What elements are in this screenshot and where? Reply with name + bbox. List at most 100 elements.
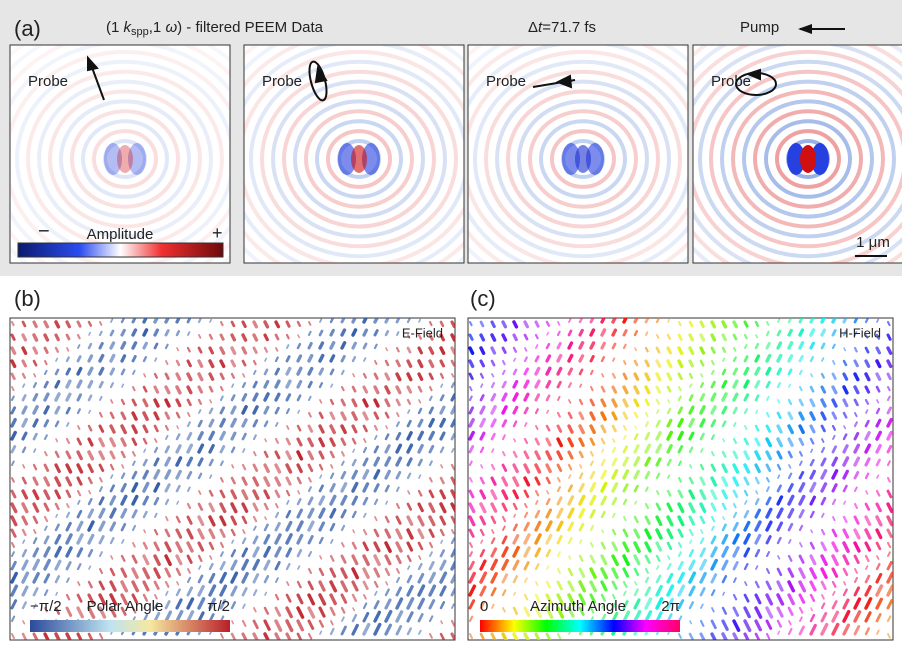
vector-arrow [351,567,360,580]
vector-arrow [666,407,672,415]
vector-arrow [428,584,437,597]
vector-arrow [153,602,159,610]
vector-arrow [490,463,496,471]
vector-arrow [340,470,347,480]
vector-arrow [220,386,224,392]
vector-arrow [373,445,380,454]
vector-arrow [76,606,84,619]
vector-arrow [252,434,257,441]
vector-arrow [406,574,413,584]
vector-arrow [274,521,281,532]
vector-arrow [765,366,772,376]
vector-arrow [285,355,291,363]
vector-arrow [876,629,880,635]
vector-arrow [428,528,435,538]
vector-arrow [633,444,640,454]
vector-arrow [373,318,379,324]
vector-arrow [644,385,651,395]
vector-arrow [43,489,51,501]
vector-arrow [153,611,161,623]
vector-arrow [787,437,794,447]
vector-arrow [743,437,749,446]
vector-arrow [241,359,247,367]
vector-arrow [98,507,106,519]
vector-arrow [406,515,414,526]
vector-arrow [655,502,662,511]
vector-arrow [512,502,518,511]
vector-arrow [534,393,541,402]
vector-arrow [76,547,84,558]
vector-arrow [362,611,370,623]
vector-arrow [263,489,270,500]
vector-arrow [567,536,573,545]
vector-arrow [678,633,682,639]
vector-arrow [721,379,728,389]
vector-arrow [633,541,641,553]
vector-arrow [285,366,292,376]
vector-arrow [384,411,390,419]
vector-arrow [373,567,381,578]
vector-arrow [721,463,728,474]
vector-arrow [351,541,357,550]
vector-arrow [351,510,357,519]
vector-arrow [765,437,772,448]
vector-arrow [65,450,72,460]
vector-arrow [428,372,434,381]
vector-arrow [319,399,323,404]
vector-arrow [765,606,774,619]
vector-arrow [853,576,859,584]
vector-arrow [406,443,414,454]
vector-arrow [329,522,336,532]
vector-arrow [32,489,40,501]
lobe [586,143,604,175]
vector-arrow [666,572,674,584]
vector-arrow [776,495,784,506]
vector-arrow [820,469,828,480]
vector-arrow [318,341,325,350]
vector-arrow [666,584,675,597]
vector-arrow [765,411,770,418]
vector-arrow [809,613,816,623]
vector-arrow [743,393,750,402]
vector-arrow [296,593,304,605]
vector-arrow [76,320,82,328]
vector-arrow [534,333,539,340]
vector-arrow [732,392,739,402]
vector-arrow [428,561,435,571]
vector-arrow [567,507,575,519]
vector-arrow [733,503,737,509]
vector-arrow [721,450,727,458]
vector-arrow [875,613,882,623]
vector-arrow [622,424,627,431]
vector-arrow [810,607,813,612]
vector-arrow [490,537,496,545]
vector-arrow [274,320,281,329]
vector-arrow [439,394,445,402]
vector-arrow [810,373,814,378]
vector-arrow [886,372,892,381]
vector-arrow [633,411,639,419]
vector-arrow [175,609,184,623]
vector-arrow [688,549,695,558]
vector-arrow [132,460,136,466]
vector-arrow [252,589,258,597]
vector-arrow [197,554,203,563]
vector-arrow [142,424,149,434]
vector-arrow [831,445,838,454]
vector-arrow [197,584,205,597]
vector-arrow [567,382,573,389]
vector-arrow [611,602,617,610]
vector-arrow [655,372,662,382]
vector-arrow [307,507,315,519]
vector-arrow [296,463,303,474]
colorbar-min: −π/2 [30,598,62,615]
vector-arrow [406,554,412,563]
vector-arrow [743,408,748,415]
vector-arrow [197,346,203,354]
vector-arrow [490,432,496,441]
vector-arrow [329,507,337,519]
vector-arrow [340,450,345,457]
vector-arrow [66,422,70,427]
vector-arrow [677,560,684,571]
vector-arrow [721,405,728,415]
